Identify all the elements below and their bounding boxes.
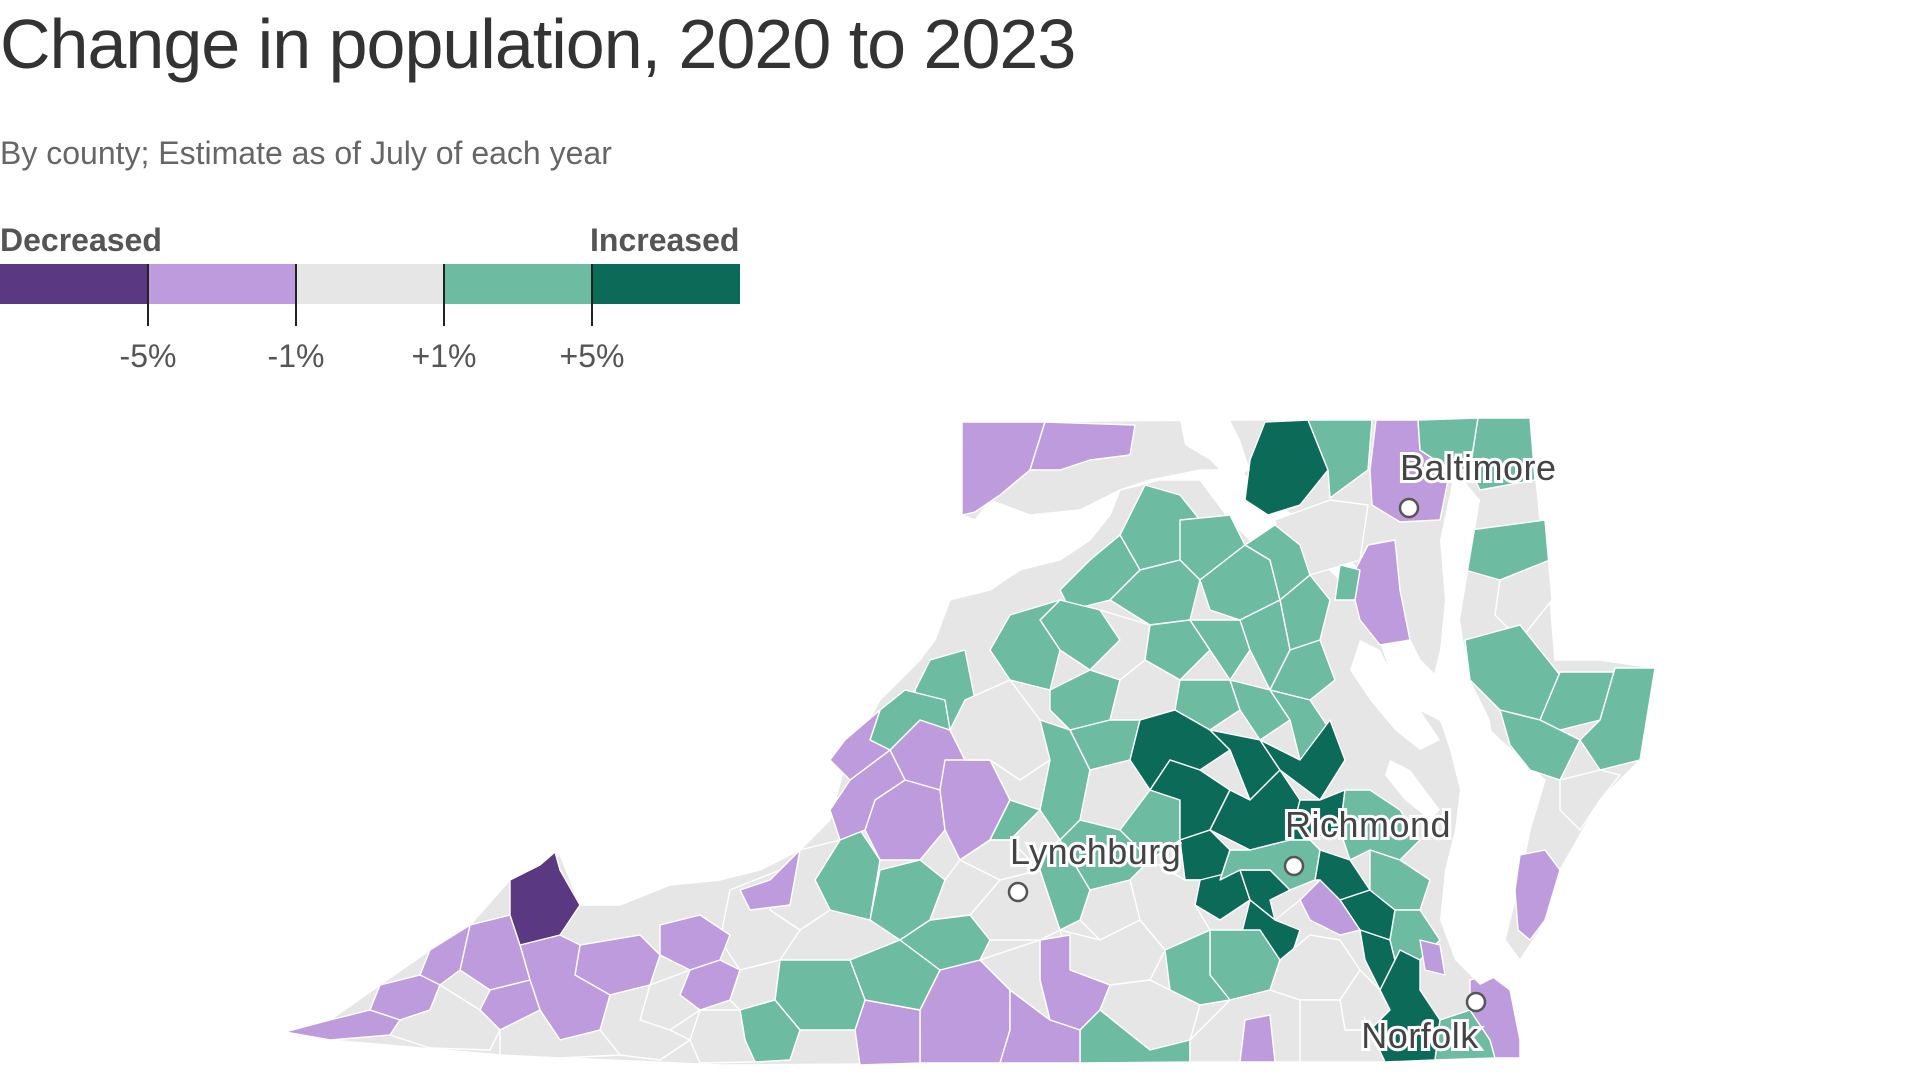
legend-swatch-increase [444,264,592,304]
county [1144,619,1211,681]
county [979,939,1051,1021]
county [1174,679,1241,731]
city-label-norfolk: Norfolk [1361,1015,1479,1056]
county [1369,949,1441,1063]
water-body [1180,420,1250,480]
legend-tick [443,264,445,326]
county [854,999,921,1066]
city-label-lynchburg: Lynchburg [1010,831,1181,872]
county [1229,679,1291,741]
city-marker-richmond [1283,855,1305,877]
city-marker-baltimore [1398,497,1420,519]
county [1417,417,1479,471]
legend-increased-label: Increased [590,222,740,258]
county [949,679,1051,781]
legend-threshold-label: -1% [267,338,325,374]
county [1189,619,1251,681]
color-legend: Decreased Increased -5% -1% +1% +5% [0,222,760,382]
city-marker-norfolk [1465,991,1487,1013]
county [1419,939,1446,976]
legend-tick [147,264,149,326]
legend-threshold-label: +1% [411,338,477,374]
county [1539,671,1616,731]
county [739,849,801,911]
county [959,839,1041,881]
county [1239,1014,1276,1063]
county-map: Baltimore Richmond Lynchburg Norfolk [284,417,1656,1066]
legend-swatch-strong-decrease [0,264,148,304]
county [499,1009,621,1059]
chart-subtitle: By county; Estimate as of July of each y… [0,135,612,171]
county [1299,999,1386,1063]
legend-color-bar [0,264,740,304]
chart-title: Change in population, 2020 to 2023 [0,5,1076,83]
county [1514,849,1561,941]
city-label-richmond: Richmond [1285,804,1451,845]
county [1334,564,1361,601]
legend-swatch-decrease [148,264,296,304]
legend-decreased-label: Decreased [0,222,162,258]
county [829,709,891,781]
city-marker-lynchburg [1007,881,1029,903]
county [1029,421,1136,471]
county [1269,639,1336,701]
legend-swatch-flat [296,264,444,304]
legend-tick [591,264,593,326]
water-body [1385,760,1440,820]
county [829,749,906,841]
water-body [1430,470,1500,985]
county [1469,417,1536,491]
legend-threshold-label: +5% [559,338,625,374]
county [1559,769,1621,831]
county [1307,419,1373,499]
city-label-baltimore: Baltimore [1400,447,1557,488]
legend-threshold-label: -5% [119,338,177,374]
water-body [1350,640,1440,750]
legend-tick [295,264,297,326]
county [1494,519,1553,641]
county [419,924,471,986]
county [509,851,581,946]
county [989,599,1061,691]
legend-swatch-strong-increase [592,264,740,304]
county [1269,879,1321,921]
